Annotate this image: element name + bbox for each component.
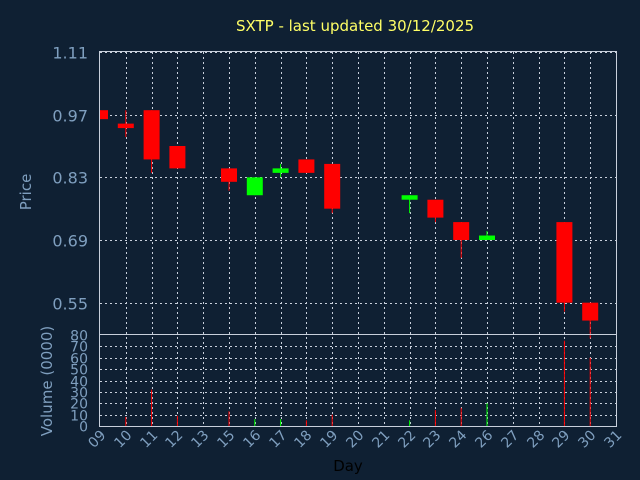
volume-axis-label: Volume (0000) (38, 326, 56, 436)
candle-body (221, 168, 237, 182)
volume-panel-frame (99, 334, 617, 427)
candle-body (401, 195, 418, 200)
price-gridlines (100, 52, 616, 304)
x-axis-label: Day (333, 457, 363, 475)
candle-body (169, 146, 186, 169)
candle-body (556, 222, 573, 303)
candle-body (427, 199, 444, 218)
candle-body (117, 123, 134, 129)
candle-body (453, 222, 470, 240)
price-tick-label: 1.11 (52, 44, 88, 63)
candle-body (324, 163, 341, 209)
volume-tick-label: 10 (70, 409, 88, 425)
volume-tick-label: 80 (70, 329, 88, 345)
volume-tick-label: 20 (70, 397, 88, 413)
price-axis-ticks: 1.11 0.97 0.83 0.69 0.55 (52, 44, 88, 314)
volume-series (125, 340, 591, 426)
price-tick-label: 0.97 (52, 107, 88, 126)
candlestick-series (99, 110, 599, 339)
price-tick-label: 0.69 (52, 232, 88, 251)
price-tick-label: 0.83 (52, 169, 88, 188)
price-axis-label: Price (17, 174, 35, 211)
volume-tick-label: 50 (70, 363, 88, 379)
volume-tick-label: 0 (79, 420, 88, 436)
candle-body (100, 110, 108, 120)
volume-tick-label: 40 (70, 375, 88, 391)
candle-body (246, 177, 263, 196)
candle-body (272, 168, 289, 173)
candle-body (143, 110, 160, 160)
volume-tick-label: 60 (70, 352, 88, 368)
volume-tick-label: 70 (70, 340, 88, 356)
volume-tick-label: 30 (70, 386, 88, 402)
volume-gridlines (100, 346, 616, 416)
candle-body (582, 302, 599, 321)
price-tick-label: 0.55 (52, 295, 88, 314)
chart-title: SXTP - last updated 30/12/2025 (236, 17, 474, 35)
candle-body (298, 159, 315, 173)
candle-body (479, 235, 495, 240)
